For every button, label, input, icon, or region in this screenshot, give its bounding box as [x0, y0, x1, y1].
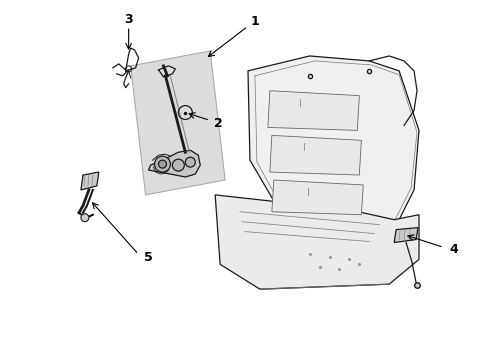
Polygon shape [148, 150, 200, 177]
Circle shape [158, 160, 166, 168]
Circle shape [81, 214, 89, 222]
Text: 4: 4 [448, 243, 457, 256]
Circle shape [154, 156, 170, 172]
Polygon shape [269, 135, 361, 175]
Circle shape [185, 157, 195, 167]
Text: 2: 2 [213, 117, 222, 130]
Polygon shape [215, 195, 418, 289]
Text: 1: 1 [250, 15, 259, 28]
Polygon shape [247, 56, 418, 239]
Polygon shape [130, 51, 224, 195]
Circle shape [172, 159, 184, 171]
Text: 3: 3 [124, 13, 133, 26]
Polygon shape [271, 180, 363, 215]
Polygon shape [267, 91, 359, 130]
Text: 5: 5 [144, 251, 153, 264]
Polygon shape [393, 228, 417, 243]
Polygon shape [81, 172, 99, 190]
